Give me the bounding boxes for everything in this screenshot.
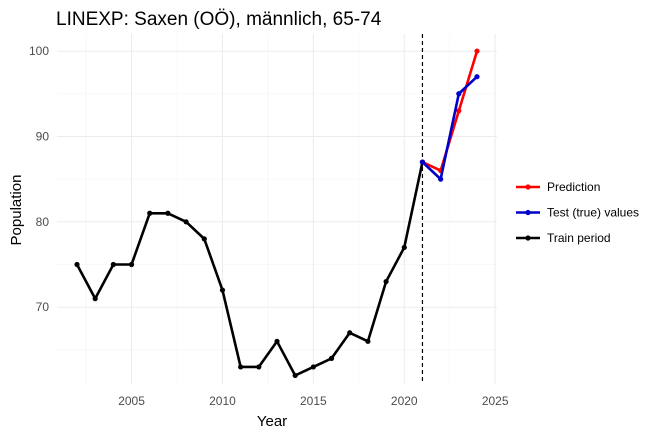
test-true-values-point [474,74,480,80]
train-period-line [75,161,424,377]
train-period-point [310,364,316,370]
train-period-point [110,261,116,268]
train-period-point [74,261,80,268]
y-tick-label: 100 [29,44,49,58]
test-true-values-point [438,176,444,182]
train-period-point [328,355,335,361]
prediction-point [474,48,480,54]
legend-key-point [525,184,531,190]
train-period-point [183,219,189,225]
train-period-point [238,364,244,370]
chart-title: LINEXP: Saxen (OÖ), männlich, 65-74 [56,9,382,30]
legend-label: Prediction [547,180,600,194]
train-period-point [219,287,226,293]
x-tick-label: 2010 [209,394,236,408]
y-tick-label: 90 [36,129,50,143]
train-period-point [401,244,407,251]
legend-label: Test (true) values [547,206,639,220]
y-tick-label: 80 [36,215,50,229]
x-tick-label: 2005 [118,394,145,408]
train-period-point [92,296,98,302]
x-tick-label: 2025 [482,394,509,408]
train-period-point [292,372,298,379]
x-tick-label: 2015 [300,394,327,408]
x-axis-label: Year [257,413,287,430]
train-period-point [365,338,371,344]
train-period-point [128,261,135,268]
legend-key-point [525,209,531,216]
train-period-point [256,364,262,370]
axis-ticks: 2005 2010 2015 2020 2025 70 80 90 100 [29,44,509,408]
train-period-point [383,278,389,285]
series-layer [74,48,480,379]
train-period-point [201,236,207,242]
y-axis-label: Population [8,175,25,246]
train-period-point [165,210,171,216]
test-true-values-point [456,91,462,97]
train-period-point [347,330,353,336]
grid [57,34,497,384]
y-tick-label: 70 [36,300,50,314]
train-period-point [274,338,280,344]
train-period-point [147,210,153,216]
test-true-values-point [419,159,426,165]
prediction-point [456,108,462,114]
legend: Prediction Test (true) values Train period [516,180,639,245]
test-true-values-line [421,75,478,181]
legend-label: Train period [547,231,611,245]
legend-key-point [525,235,531,241]
x-tick-label: 2020 [391,394,418,408]
